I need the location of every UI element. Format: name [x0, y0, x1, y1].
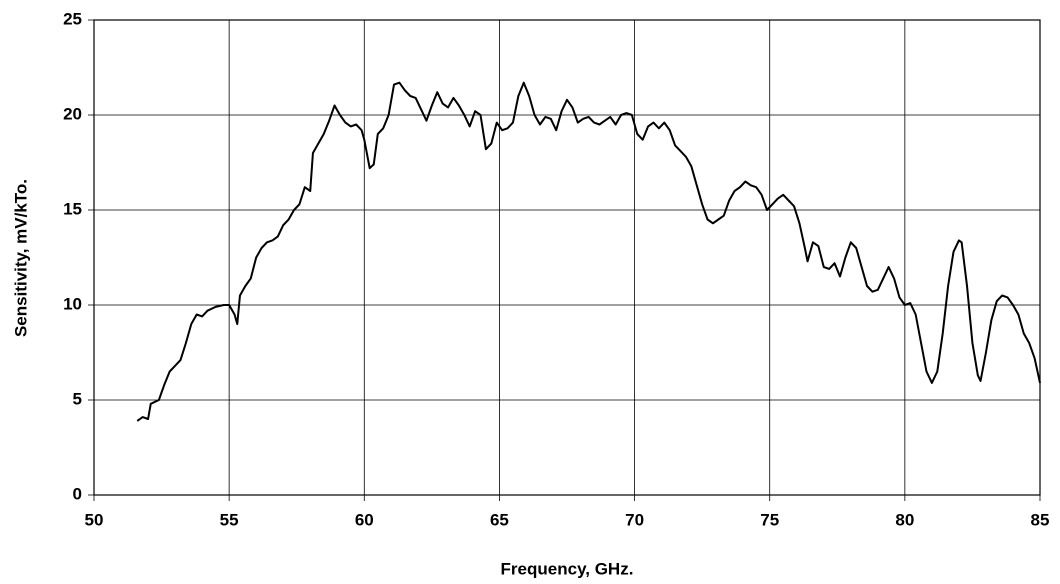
- x-tick-label: 85: [1031, 510, 1050, 529]
- plot-frame: [93, 19, 1041, 496]
- data-line: [136, 81, 1041, 422]
- x-tick-label: 70: [625, 510, 644, 529]
- x-tick-label: 60: [355, 510, 374, 529]
- x-axis-title: Frequency, GHz.: [501, 559, 634, 578]
- y-tick-label: 15: [63, 199, 82, 218]
- y-tick-label: 10: [63, 294, 82, 313]
- y-tick-label: 5: [73, 389, 82, 408]
- x-tick-label: 65: [490, 510, 509, 529]
- x-tick-label: 75: [760, 510, 779, 529]
- x-tick-label: 80: [895, 510, 914, 529]
- x-tick-label: 50: [85, 510, 104, 529]
- y-tick-label: 25: [63, 9, 82, 28]
- y-tick-label: 0: [73, 484, 82, 503]
- y-tick-label: 20: [63, 104, 82, 123]
- x-tick-label: 55: [220, 510, 239, 529]
- y-axis-title: Sensitivity, mV/kTo.: [11, 179, 30, 337]
